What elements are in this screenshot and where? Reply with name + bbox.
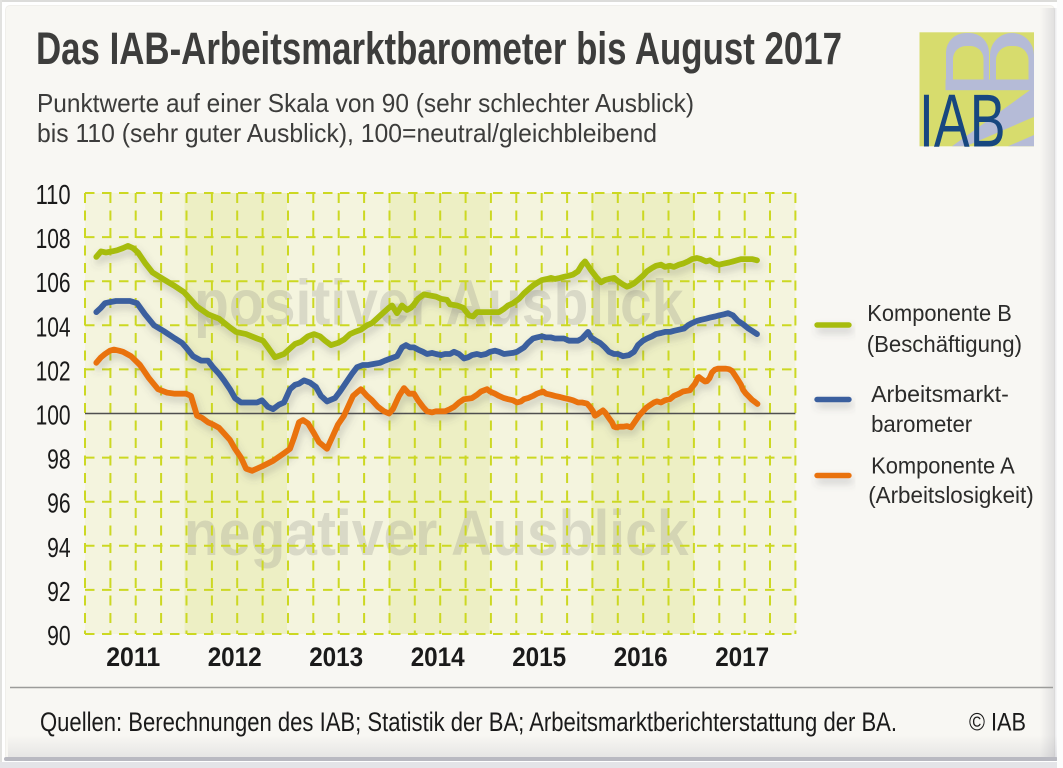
svg-text:(Arbeitslosigkeit): (Arbeitslosigkeit) bbox=[868, 482, 1033, 508]
svg-text:Komponente B: Komponente B bbox=[867, 300, 1012, 326]
svg-text:110: 110 bbox=[36, 179, 71, 210]
svg-text:© IAB: © IAB bbox=[969, 709, 1026, 737]
svg-text:102: 102 bbox=[36, 355, 71, 386]
svg-text:Arbeitsmarkt-: Arbeitsmarkt- bbox=[871, 381, 1009, 407]
svg-text:2014: 2014 bbox=[411, 642, 465, 672]
svg-text:104: 104 bbox=[36, 311, 71, 342]
svg-text:2015: 2015 bbox=[512, 642, 566, 672]
svg-text:IAB: IAB bbox=[919, 78, 1006, 162]
svg-text:Quellen: Berechnungen des IAB;: Quellen: Berechnungen des IAB; Statistik… bbox=[40, 707, 897, 737]
svg-text:(Beschäftigung): (Beschäftigung) bbox=[867, 331, 1022, 357]
svg-text:92: 92 bbox=[47, 576, 71, 607]
svg-text:94: 94 bbox=[47, 532, 71, 563]
svg-text:barometer: barometer bbox=[871, 411, 972, 437]
svg-text:Punktwerte auf einer Skala von: Punktwerte auf einer Skala von 90 (sehr … bbox=[37, 88, 694, 118]
svg-text:106: 106 bbox=[36, 267, 71, 298]
svg-text:108: 108 bbox=[36, 223, 71, 254]
svg-text:90: 90 bbox=[47, 620, 71, 651]
svg-text:Das IAB-Arbeitsmarktbarometer: Das IAB-Arbeitsmarktbarometer bis August… bbox=[36, 23, 842, 74]
svg-text:2017: 2017 bbox=[715, 642, 769, 672]
svg-text:96: 96 bbox=[47, 488, 71, 519]
svg-text:2016: 2016 bbox=[614, 642, 668, 672]
svg-text:negativer Ausblick: negativer Ausblick bbox=[184, 497, 689, 569]
svg-text:bis 110 (sehr guter Ausblick),: bis 110 (sehr guter Ausblick), 100=neutr… bbox=[37, 118, 657, 148]
svg-text:2012: 2012 bbox=[208, 642, 262, 672]
svg-text:2013: 2013 bbox=[309, 642, 363, 672]
svg-text:2011: 2011 bbox=[106, 642, 160, 672]
svg-text:Komponente A: Komponente A bbox=[871, 453, 1015, 479]
svg-text:98: 98 bbox=[47, 444, 71, 475]
svg-text:100: 100 bbox=[36, 400, 71, 431]
